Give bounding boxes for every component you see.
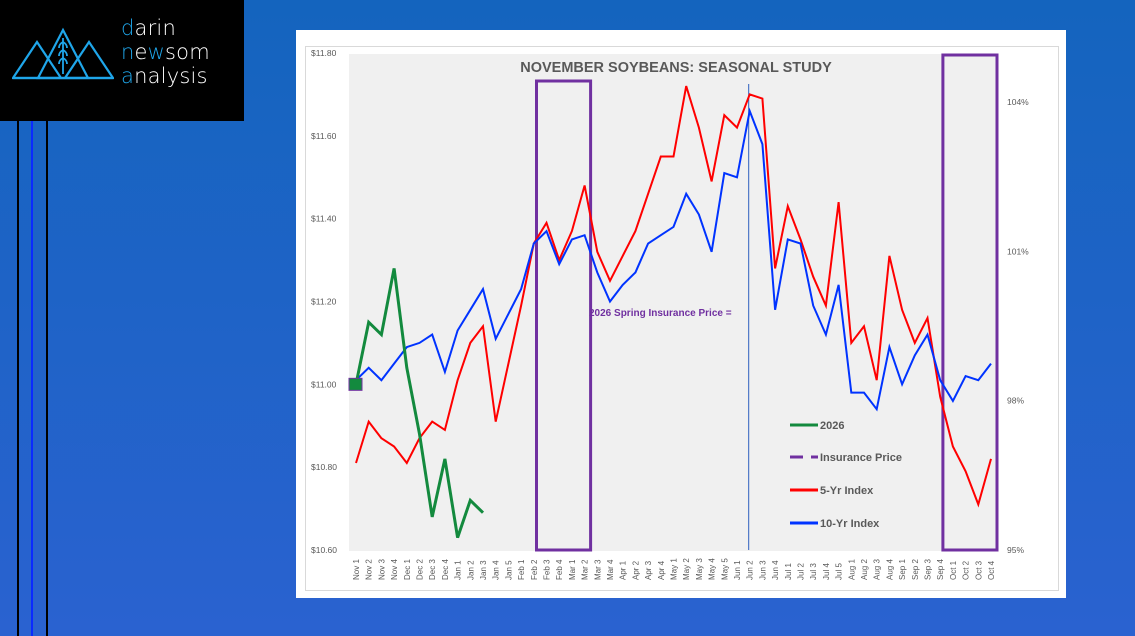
start-marker	[348, 377, 363, 391]
x-tick-label: Jul 1	[784, 563, 793, 580]
legend: 2026 Insurance Price 5-Yr Index 10-Yr Index	[790, 420, 902, 530]
logo-wordmark: darin newsom analysis	[121, 16, 210, 88]
x-tick-label: Jan 4	[492, 560, 501, 580]
legend-label: 2026	[820, 420, 844, 432]
x-tick-label: Sep 1	[898, 559, 907, 580]
x-tick-label: Dec 1	[403, 559, 412, 580]
y-tick-label: $11.20	[311, 297, 337, 307]
y-axis-left: $11.80 $11.60 $11.40 $11.20 $11.00 $10.80 $10.…	[311, 48, 337, 555]
x-tick-label: Oct 2	[962, 560, 971, 580]
x-tick-label: Jan 2	[466, 560, 475, 580]
logo-word: arin	[134, 16, 176, 40]
x-tick-label: Jul 4	[822, 563, 831, 580]
highlight-box	[941, 53, 999, 552]
x-tick-label: Jul 5	[835, 563, 844, 580]
logo-letter: d	[121, 16, 135, 40]
x-tick-label: May 2	[682, 558, 691, 580]
x-tick-label: Feb 3	[543, 559, 552, 580]
x-tick-label: May 1	[670, 558, 679, 580]
insurance-price-annotation: 2026 Spring Insurance Price =	[589, 308, 732, 319]
logo-word: nalysis	[134, 64, 208, 88]
x-tick-label: Aug 1	[847, 559, 856, 580]
plot-area	[349, 54, 996, 551]
x-tick-label: Feb 1	[517, 559, 526, 580]
x-tick-label: Jun 3	[758, 560, 767, 580]
x-tick-label: Jan 3	[479, 560, 488, 580]
series-line-5-yr-index	[355, 85, 992, 508]
y-tick-label: $11.60	[311, 131, 337, 141]
legend-label: Insurance Price	[820, 452, 902, 464]
x-tick-label: Apr 2	[631, 560, 640, 580]
logo-letter: w	[147, 40, 166, 64]
x-tick-label: Mar 4	[606, 559, 615, 580]
x-tick-label: Jul 2	[797, 563, 806, 580]
y-right-tick-label: 98%	[1007, 396, 1024, 406]
highlight-boxes	[535, 53, 999, 552]
y-right-tick-label: 104%	[1007, 97, 1029, 107]
y-right-tick-label: 101%	[1007, 246, 1029, 256]
highlight-box	[535, 79, 593, 552]
y-tick-label: $10.60	[311, 545, 337, 555]
logo-letter: a	[121, 64, 135, 88]
x-tick-label: Dec 3	[428, 559, 437, 580]
x-tick-label: Sep 2	[911, 559, 920, 580]
logo-letter: n	[121, 40, 135, 64]
x-tick-label: Nov 2	[365, 559, 374, 580]
x-tick-label: Oct 3	[974, 560, 983, 580]
x-tick-label: Apr 3	[644, 560, 653, 580]
x-tick-label: Oct 1	[949, 560, 958, 580]
x-tick-label: Jun 4	[771, 560, 780, 580]
decorative-line	[46, 121, 48, 636]
chart-title: NOVEMBER SOYBEANS: SEASONAL STUDY	[520, 60, 832, 76]
x-tick-label: Nov 1	[352, 559, 361, 580]
y-tick-label: $11.40	[311, 214, 337, 224]
x-tick-label: Nov 3	[377, 559, 386, 580]
x-tick-label: Jun 1	[733, 560, 742, 580]
decorative-line	[17, 121, 19, 636]
x-tick-label: Sep 4	[936, 559, 945, 580]
x-tick-label: Oct 4	[987, 560, 996, 580]
x-tick-label: Jul 3	[809, 563, 818, 580]
series-line-10-yr-index	[355, 107, 992, 412]
x-tick-label: Jun 2	[746, 560, 755, 580]
x-tick-label: Sep 3	[924, 559, 933, 580]
x-axis: Nov 1 Nov 2 Nov 3 Nov 4 Dec 1 Dec 2 Dec 3 Dec 4…	[352, 558, 996, 580]
x-tick-label: Feb 2	[530, 559, 539, 580]
logo-word: e	[134, 40, 148, 64]
logo-word: som	[165, 40, 210, 64]
legend-label: 5-Yr Index	[820, 485, 874, 497]
logo: darin newsom analysis	[0, 0, 244, 121]
decorative-line	[31, 121, 33, 636]
y-tick-label: $10.80	[311, 462, 337, 472]
x-tick-label: Apr 4	[657, 560, 666, 580]
x-tick-label: Mar 1	[568, 559, 577, 580]
x-tick-label: Aug 4	[885, 559, 894, 580]
series-lines	[348, 85, 992, 539]
x-tick-label: Feb 4	[555, 559, 564, 580]
x-tick-label: Aug 2	[860, 559, 869, 580]
x-tick-label: Apr 1	[619, 560, 628, 580]
x-tick-label: Dec 4	[441, 559, 450, 580]
x-tick-label: Aug 3	[873, 559, 882, 580]
x-tick-label: Dec 2	[416, 559, 425, 580]
x-tick-label: Mar 3	[593, 559, 602, 580]
y-tick-label: $11.80	[311, 48, 337, 58]
y-tick-label: $11.00	[311, 379, 337, 389]
x-tick-label: Mar 2	[581, 559, 590, 580]
x-tick-label: May 4	[708, 558, 717, 580]
x-tick-label: May 5	[720, 558, 729, 580]
x-tick-label: Jan 5	[504, 560, 513, 580]
mountain-wheat-icon	[12, 27, 114, 80]
x-tick-label: Nov 4	[390, 559, 399, 580]
series-line-2026	[354, 268, 485, 539]
y-right-tick-label: 95%	[1007, 545, 1024, 555]
x-tick-label: Jan 1	[454, 560, 463, 580]
legend-label: 10-Yr Index	[820, 518, 880, 530]
y-axis-right: 104% 101% 98% 95%	[1007, 97, 1029, 555]
x-tick-label: May 3	[695, 558, 704, 580]
